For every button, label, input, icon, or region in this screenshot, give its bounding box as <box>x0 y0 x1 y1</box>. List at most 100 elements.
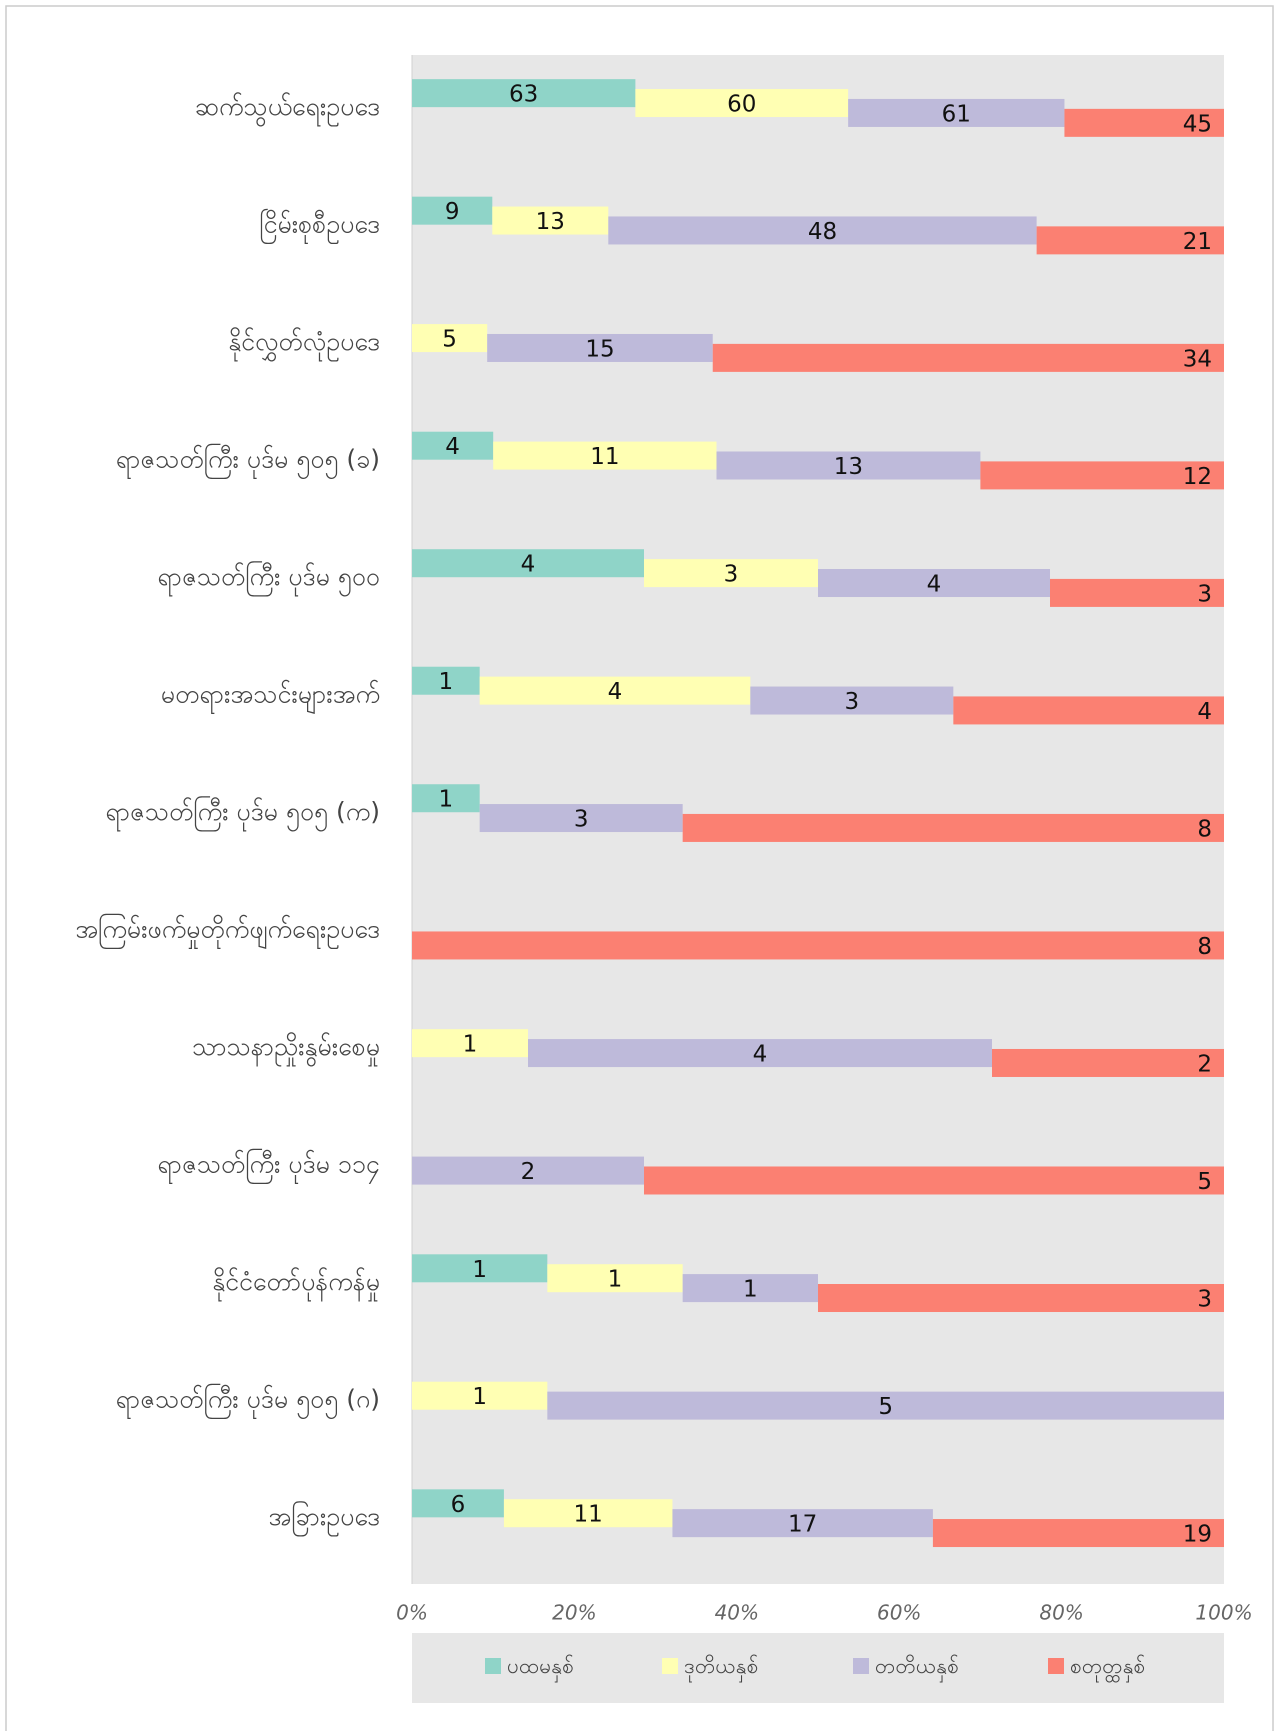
data-label: 1 <box>743 1277 758 1303</box>
category-label: ရာဇသတ်ကြီး ပုဒ်မ ၅၀၅ (ဂ) <box>116 1384 380 1419</box>
bar-segment <box>992 1048 1224 1077</box>
data-label: 9 <box>445 199 460 225</box>
bar-segment <box>412 79 636 108</box>
bar-segment <box>412 196 493 225</box>
data-label: 2 <box>521 1159 536 1185</box>
data-label: 11 <box>590 444 619 470</box>
bar-segment <box>412 549 644 578</box>
data-label: 2 <box>1197 1051 1212 1077</box>
bar-segment <box>1064 108 1224 137</box>
category-label: မတရားအသင်းများအက် <box>161 680 380 714</box>
data-label: 61 <box>942 101 971 127</box>
x-tick-label: 0% <box>396 1601 428 1625</box>
data-label: 11 <box>574 1502 603 1528</box>
x-tick-label: 60% <box>877 1601 921 1625</box>
bar-segment <box>644 1166 1224 1195</box>
bar-segment <box>682 1274 818 1303</box>
data-label: 1 <box>439 669 454 695</box>
bar-segment <box>1036 226 1224 255</box>
bar-segment <box>412 1254 548 1283</box>
data-label: 13 <box>536 209 565 235</box>
bar-segment <box>682 813 1224 842</box>
category-label: အခြားဥပဒေ <box>268 1501 380 1536</box>
bar-segment <box>412 666 480 695</box>
bar-segment <box>750 686 954 715</box>
data-label: 5 <box>878 1394 893 1420</box>
data-label: 17 <box>788 1512 817 1538</box>
bar-segment <box>412 1029 528 1058</box>
bar-segment <box>932 1519 1224 1548</box>
bar-segment <box>479 676 751 705</box>
data-label: 63 <box>509 82 538 108</box>
data-label: 4 <box>753 1042 768 1068</box>
bar-segment <box>635 89 849 118</box>
data-label: 1 <box>472 1384 487 1410</box>
bar-segment <box>1050 578 1224 607</box>
legend-swatch <box>1048 1658 1064 1674</box>
bar-segment <box>712 343 1224 372</box>
x-tick-label: 100% <box>1195 1601 1252 1625</box>
data-label: 15 <box>585 336 614 362</box>
bar-segment <box>980 461 1224 490</box>
bar-segment <box>818 1284 1224 1313</box>
category-label: ငြိမ်းစုစီဥပဒေ <box>259 209 380 244</box>
category-label: ရာဇသတ်ကြီး ပုဒ်မ ၅၀၅ (က) <box>105 796 380 831</box>
data-label: 3 <box>1197 1287 1212 1313</box>
data-label: 60 <box>727 92 756 118</box>
category-label: ရာဇသတ်ကြီး ပုဒ်မ ၁၁၄ <box>157 1149 380 1184</box>
data-label: 5 <box>442 327 457 353</box>
category-label: အကြမ်းဖက်မှုတိုက်ဖျက်ရေးဥပဒေ <box>75 914 380 949</box>
x-tick-label: 40% <box>715 1601 759 1625</box>
bar-segment <box>487 333 713 362</box>
bar-segment <box>528 1039 992 1068</box>
data-label: 4 <box>445 434 460 460</box>
data-label: 8 <box>1197 816 1212 842</box>
bar-segment <box>672 1509 933 1538</box>
data-label: 4 <box>927 572 942 598</box>
bar-segment <box>848 98 1065 127</box>
data-label: 12 <box>1183 464 1212 490</box>
bar-segment <box>412 324 488 353</box>
legend-box <box>412 1633 1224 1703</box>
bar-segment <box>412 784 480 813</box>
legend-swatch <box>853 1658 869 1674</box>
data-label: 45 <box>1183 111 1212 137</box>
data-label: 4 <box>608 679 623 705</box>
bar-segment <box>644 559 818 588</box>
category-label: ရာဇသတ်ကြီး ပုဒ်မ ၅၀၅ (ခ) <box>116 444 380 479</box>
bar-segment <box>547 1391 1224 1420</box>
bar-segment <box>479 804 683 833</box>
data-label: 3 <box>845 689 860 715</box>
bar-segment <box>953 696 1224 725</box>
legend-swatch <box>485 1658 501 1674</box>
bar-segment <box>493 441 717 470</box>
data-label: 19 <box>1183 1522 1212 1548</box>
bar-segment <box>608 216 1037 245</box>
x-tick-label: 80% <box>1039 1601 1083 1625</box>
data-label: 3 <box>1197 581 1212 607</box>
legend-swatch <box>662 1658 678 1674</box>
data-label: 4 <box>1197 699 1212 725</box>
data-label: 3 <box>724 562 739 588</box>
data-label: 21 <box>1183 229 1212 255</box>
x-tick-label: 20% <box>552 1601 596 1625</box>
bar-segment <box>412 1156 644 1185</box>
bar-segment <box>503 1499 673 1528</box>
bar-segment <box>492 206 609 235</box>
data-label: 5 <box>1197 1169 1212 1195</box>
data-label: 34 <box>1183 346 1212 372</box>
bar-segment <box>412 1381 548 1410</box>
bar-segment <box>716 451 981 480</box>
bar-segment <box>412 931 1224 960</box>
data-label: 8 <box>1197 934 1212 960</box>
data-label: 4 <box>521 552 536 578</box>
category-label: ရာဇသတ်ကြီး ပုဒ်မ ၅၀၀ <box>157 561 380 596</box>
data-label: 13 <box>834 454 863 480</box>
data-label: 1 <box>463 1032 478 1058</box>
category-label: နိုင်လွှတ်လုံဥပဒေ <box>228 327 380 361</box>
data-label: 3 <box>574 807 589 833</box>
bar-segment <box>818 569 1050 598</box>
data-label: 48 <box>808 219 837 245</box>
category-label: နိုင်ငံတော်ပုန်ကန်မှု <box>212 1267 380 1301</box>
bar-segment <box>412 1489 504 1518</box>
